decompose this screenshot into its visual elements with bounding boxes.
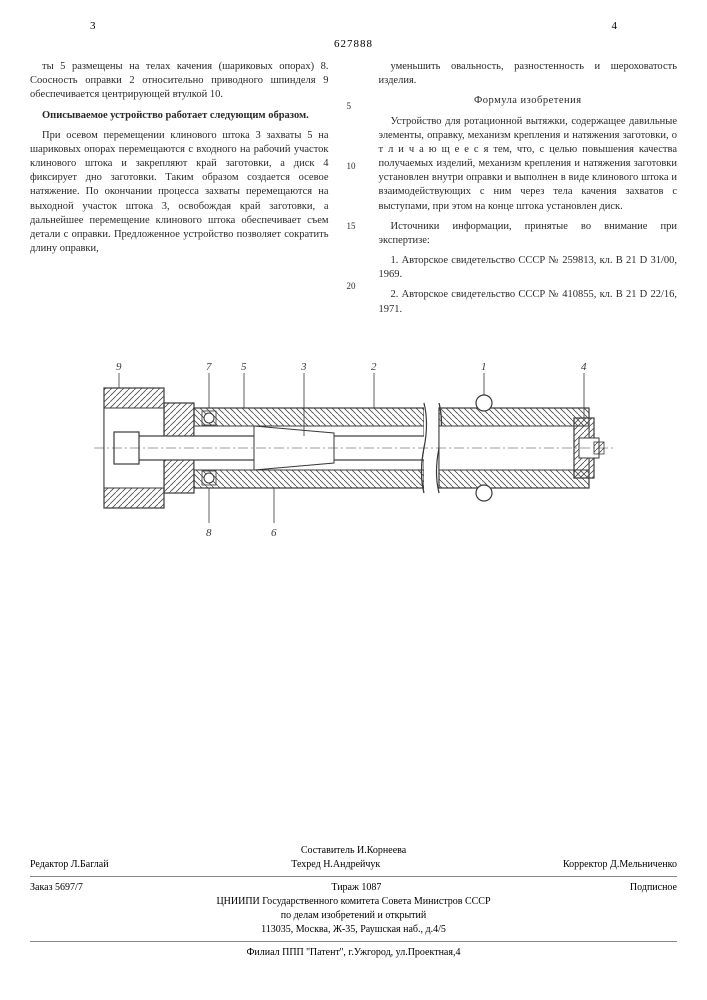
callout: 4 [581,361,587,373]
page-num-left: 3 [90,20,96,32]
paragraph: уменьшить овальность, разностенность и ш… [379,60,678,88]
address: 113035, Москва, Ж-35, Раушская наб., д.4… [30,923,677,937]
paragraph-bold: Описываемое устройство работает следующи… [30,109,329,123]
line-number: 5 [347,100,361,112]
line-number: 15 [347,220,361,232]
footer-credits: Редактор Л.Баглай Техред Н.Андрейчук Кор… [30,858,677,872]
paragraph: ты 5 размещены на телах качения (шариков… [30,60,329,103]
line-number: 10 [347,160,361,172]
technical-drawing: 9 7 5 3 2 1 4 8 6 [74,348,634,548]
paragraph: При осевом перемещении клинового штока 3… [30,129,329,257]
text-columns: ты 5 размещены на телах качения (шариков… [30,60,677,323]
page: 3 4 627888 ты 5 размещены на телах качен… [0,0,707,1000]
callout: 5 [241,361,247,373]
corrector: Корректор Д.Мельниченко [563,858,677,872]
callout: 1 [481,361,487,373]
header-numbers: 3 4 [30,20,677,32]
paragraph: Устройство для ротационной вытяжки, соде… [379,115,678,214]
tehred: Техред Н.Андрейчук [291,858,380,872]
line-number-gutter: 5 10 15 20 [347,60,361,323]
tirage: Тираж 1087 [331,881,381,895]
callout: 6 [271,527,277,539]
footer: Составитель И.Корнеева Редактор Л.Баглай… [30,844,677,960]
footer-order: Заказ 5697/7 Тираж 1087 Подписное [30,881,677,895]
formula-title: Формула изобретения [379,94,678,108]
patent-number: 627888 [30,38,677,50]
paragraph: 1. Авторское свидетельство СССР № 259813… [379,254,678,282]
org-line-2: по делам изобретений и открытий [30,909,677,923]
editor: Редактор Л.Баглай [30,858,109,872]
callout: 3 [300,361,307,373]
right-column: уменьшить овальность, разностенность и ш… [379,60,678,323]
filial: Филиал ППП ''Патент'', г.Ужгород, ул.Про… [30,946,677,960]
paragraph: 2. Авторское свидетельство СССР № 410855… [379,288,678,316]
callout: 7 [206,361,212,373]
org-line-1: ЦНИИПИ Государственного комитета Совета … [30,895,677,909]
page-num-right: 4 [612,20,618,32]
paragraph: Источники информации, принятые во вниман… [379,220,678,248]
order-num: Заказ 5697/7 [30,881,83,895]
callout: 8 [206,527,212,539]
callout: 2 [371,361,377,373]
left-column: ты 5 размещены на телах качения (шариков… [30,60,329,323]
line-number: 20 [347,280,361,292]
compiler: Составитель И.Корнеева [30,844,677,858]
sign: Подписное [630,881,677,895]
callout: 9 [116,361,122,373]
